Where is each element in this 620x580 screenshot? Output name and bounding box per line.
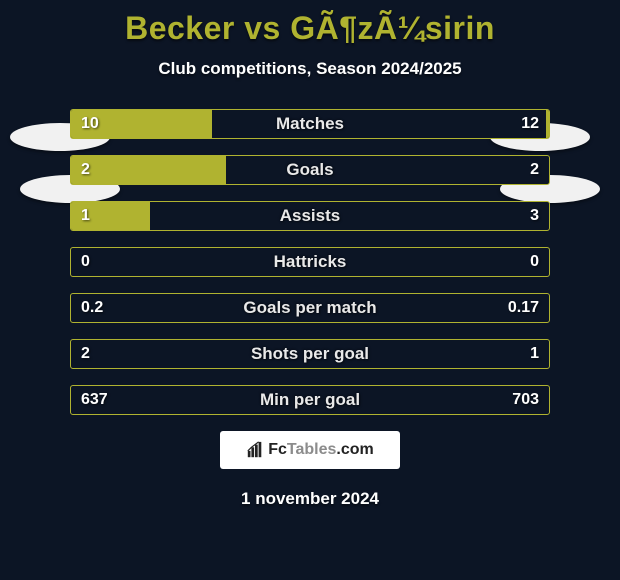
- stat-fill-left: [71, 202, 150, 230]
- stat-value-left: 0.2: [81, 294, 103, 322]
- stat-value-right: 3: [530, 202, 539, 230]
- stat-row: 22Goals: [70, 155, 550, 185]
- stat-label: Shots per goal: [71, 340, 549, 368]
- stat-value-left: 637: [81, 386, 108, 414]
- stat-row: 2 1Shots per goal: [70, 339, 550, 369]
- stat-row: 0.2 0.17Goals per match: [70, 293, 550, 323]
- bars-icon: [246, 441, 264, 459]
- brand-prefix: Fc: [268, 441, 287, 458]
- date-label: 1 november 2024: [0, 489, 620, 509]
- stat-comparison-block: 1012Matches 22Goals 13Assists 0 0Hattricks 0.…: [70, 109, 550, 415]
- stat-row: 0 0Hattricks: [70, 247, 550, 277]
- page-subtitle: Club competitions, Season 2024/2025: [0, 59, 620, 79]
- stat-value-right: 2: [530, 156, 539, 184]
- brand-tld: .com: [336, 441, 373, 458]
- stat-value-right: 0: [530, 248, 539, 276]
- branding-footer: FcTables.com: [220, 431, 400, 469]
- stat-value-right: 1: [530, 340, 539, 368]
- branding-text: FcTables.com: [268, 441, 374, 459]
- stat-value-right: 703: [512, 386, 539, 414]
- stat-value-right: 12: [521, 110, 539, 138]
- stat-fill-left: [71, 156, 226, 184]
- brand-suffix: Tables: [287, 441, 337, 458]
- stat-label: Goals per match: [71, 294, 549, 322]
- stat-row: 637 703Min per goal: [70, 385, 550, 415]
- stat-row: 1012Matches: [70, 109, 550, 139]
- stat-fill-right: [546, 110, 549, 138]
- stat-value-right: 0.17: [508, 294, 539, 322]
- page-title: Becker vs GÃ¶zÃ¼sirin: [0, 0, 620, 47]
- stat-value-left: 0: [81, 248, 90, 276]
- stat-label: Hattricks: [71, 248, 549, 276]
- stat-label: Min per goal: [71, 386, 549, 414]
- stat-row: 13Assists: [70, 201, 550, 231]
- stat-fill-left: [71, 110, 212, 138]
- stat-value-left: 2: [81, 340, 90, 368]
